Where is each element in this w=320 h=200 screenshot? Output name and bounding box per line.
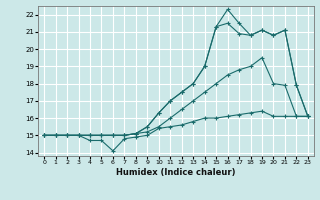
X-axis label: Humidex (Indice chaleur): Humidex (Indice chaleur) — [116, 168, 236, 177]
